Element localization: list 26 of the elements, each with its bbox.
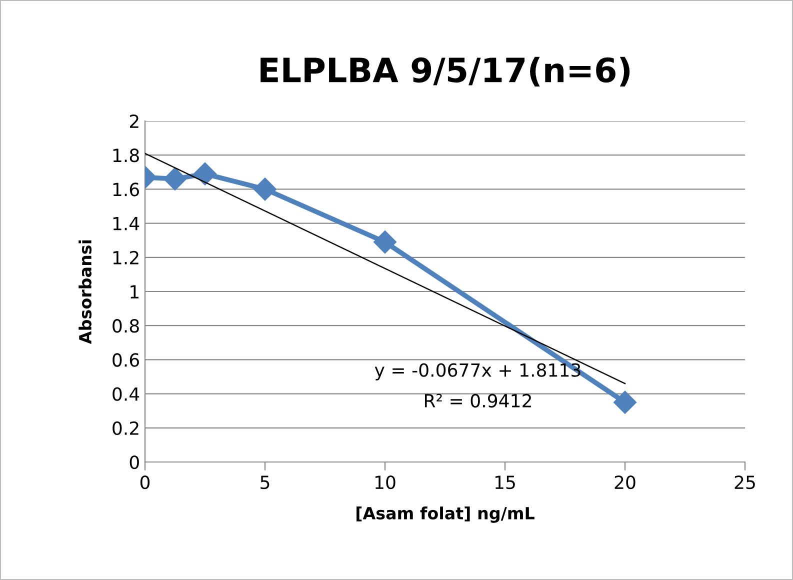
annotation: R² = 0.9412 xyxy=(424,394,531,408)
x-tick-label: 15 xyxy=(495,476,515,490)
y-tick-label: 0.2 xyxy=(112,421,138,436)
y-tick-label: 1.6 xyxy=(113,182,140,196)
y-tick-label: 1.4 xyxy=(113,216,140,230)
point xyxy=(374,230,396,254)
y-tick-label: 1 xyxy=(130,285,138,298)
y-tick-label: 1.2 xyxy=(113,250,138,264)
point xyxy=(254,178,276,201)
x-tick-label: 10 xyxy=(375,476,396,490)
y-tick-label: 1.8 xyxy=(113,148,139,162)
y-tick-label: 2 xyxy=(130,114,138,128)
x-tick-label: 25 xyxy=(734,476,755,490)
y-tick-label: 0.8 xyxy=(112,319,139,333)
point xyxy=(614,390,636,414)
y-axis-title: Absorbansi xyxy=(78,240,92,344)
x-axis-title: [Asam folat] ng/mL xyxy=(356,506,534,523)
point xyxy=(164,167,186,190)
x-tick-label: 0 xyxy=(140,476,150,490)
chart-title: ELPLBA 9/5/17(n=6) xyxy=(260,56,630,87)
point xyxy=(194,162,216,186)
y-tick-label: 0.4 xyxy=(112,387,140,401)
x-tick-label: 5 xyxy=(260,476,270,490)
x-tick-label: 20 xyxy=(614,476,636,490)
y-tick-label: 0 xyxy=(130,455,139,470)
y-tick-label: 0.6 xyxy=(112,353,140,367)
